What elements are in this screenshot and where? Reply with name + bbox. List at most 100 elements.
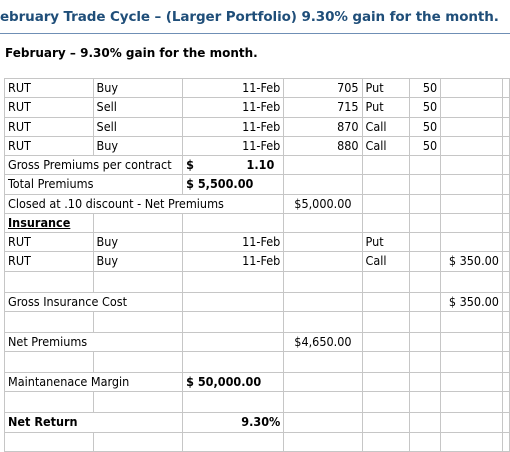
date-cell: 11-Feb <box>182 116 285 137</box>
gross-premiums-value-cell: $ 1.10 <box>182 154 285 176</box>
quantity-cell: 50 <box>408 116 442 137</box>
empty-cell <box>501 270 510 293</box>
net-return-value: 9.30% <box>182 412 285 433</box>
empty-cell <box>440 193 503 214</box>
empty-cell <box>283 231 363 253</box>
net-return-label: Net Return <box>3 412 184 433</box>
empty-cell <box>440 212 503 234</box>
margin-row: Maintanenace Margin $ 50,000.00 <box>3 371 510 393</box>
net-premiums-row: Net Premiums $4,650.00 <box>3 331 510 353</box>
empty-cell <box>182 310 285 333</box>
empty-cell <box>283 431 363 452</box>
empty-cell <box>501 77 510 99</box>
action-cell: Sell <box>92 116 184 137</box>
empty-cell <box>361 270 410 293</box>
empty-cell <box>361 391 410 414</box>
empty-cell <box>283 351 363 373</box>
action-cell: Buy <box>92 77 184 99</box>
symbol-cell: RUT <box>4 97 94 118</box>
empty-cell <box>283 310 363 333</box>
date-cell: 11-Feb <box>182 77 285 99</box>
empty-cell <box>501 212 510 234</box>
empty-cell <box>408 270 442 293</box>
gross-insurance-label: Gross Insurance Cost <box>3 291 184 312</box>
symbol-cell: RUT <box>4 251 94 272</box>
table-row: RUT Buy 11-Feb Call $ 350.00 <box>4 251 510 272</box>
empty-cell <box>501 231 510 253</box>
date-cell: 11-Feb <box>182 135 285 157</box>
empty-cell <box>361 193 410 214</box>
empty-cell <box>361 174 410 195</box>
empty-cell <box>440 391 503 414</box>
symbol-cell: RUT <box>4 135 94 157</box>
action-cell: Buy <box>92 251 184 272</box>
empty-cell <box>361 291 410 312</box>
empty-cell <box>283 174 363 195</box>
empty-cell <box>4 310 94 333</box>
empty-cell <box>440 412 503 433</box>
empty-cell <box>283 212 363 234</box>
empty-cell <box>501 291 510 312</box>
empty-cell <box>361 331 410 353</box>
total-premiums-row: Total Premiums $ 5,500.00 <box>3 174 510 195</box>
empty-cell <box>182 331 285 353</box>
empty-cell <box>92 351 184 373</box>
empty-cell <box>283 412 363 433</box>
net-premiums-discount-row: Closed at .10 discount - Net Premiums $5… <box>3 193 510 214</box>
insurance-heading-row: Insurance <box>4 212 510 234</box>
empty-cell <box>361 431 410 452</box>
empty-cell <box>501 391 510 414</box>
table-row: RUT Sell 11-Feb 870 Call 50 <box>4 116 510 137</box>
net-premiums-label: Net Premiums <box>3 331 184 353</box>
empty-cell <box>408 212 442 234</box>
empty-cell <box>92 212 184 234</box>
quantity-cell: 50 <box>408 77 442 99</box>
empty-cell <box>283 154 363 176</box>
empty-cell <box>92 391 184 414</box>
quantity-cell: 50 <box>408 97 442 118</box>
insurance-heading: Insurance <box>4 212 94 234</box>
empty-cell <box>182 391 285 414</box>
option-type-cell: Call <box>361 135 410 157</box>
empty-cell <box>501 251 510 272</box>
empty-cell <box>361 212 410 234</box>
currency-symbol: $ <box>186 157 194 173</box>
trade-table: RUT Buy 11-Feb 705 Put 50 RUT Sell 11-Fe… <box>3 77 510 452</box>
empty-cell <box>408 193 442 214</box>
spacer-row <box>4 391 510 414</box>
margin-value: $ 50,000.00 <box>182 371 285 393</box>
date-cell: 11-Feb <box>182 251 285 272</box>
empty-cell <box>501 431 510 452</box>
empty-cell <box>440 310 503 333</box>
option-type-cell: Put <box>361 231 410 253</box>
empty-cell <box>361 412 410 433</box>
empty-cell <box>182 270 285 293</box>
symbol-cell: RUT <box>4 77 94 99</box>
action-cell: Buy <box>92 231 184 253</box>
empty-cell <box>4 351 94 373</box>
subtitle: February – 9.30% gain for the month. <box>5 46 258 60</box>
empty-cell <box>361 371 410 393</box>
empty-cell <box>501 371 510 393</box>
empty-cell <box>92 310 184 333</box>
empty-cell <box>408 310 442 333</box>
strike-cell: 705 <box>283 77 363 99</box>
empty-cell <box>440 331 503 353</box>
empty-cell <box>408 251 442 272</box>
empty-cell <box>440 116 503 137</box>
empty-cell <box>501 154 510 176</box>
action-cell: Sell <box>92 97 184 118</box>
empty-cell <box>440 97 503 118</box>
empty-cell <box>92 270 184 293</box>
net-premiums-value: $4,650.00 <box>283 331 363 353</box>
empty-cell <box>408 231 442 253</box>
option-type-cell: Call <box>361 251 410 272</box>
empty-cell <box>4 431 94 452</box>
empty-cell <box>440 351 503 373</box>
empty-cell <box>182 212 285 234</box>
empty-cell <box>501 331 510 353</box>
spacer-row <box>4 351 510 373</box>
gross-premiums-label: Gross Premiums per contract <box>3 154 184 176</box>
empty-cell <box>408 174 442 195</box>
net-return-row: Net Return 9.30% <box>3 412 510 433</box>
